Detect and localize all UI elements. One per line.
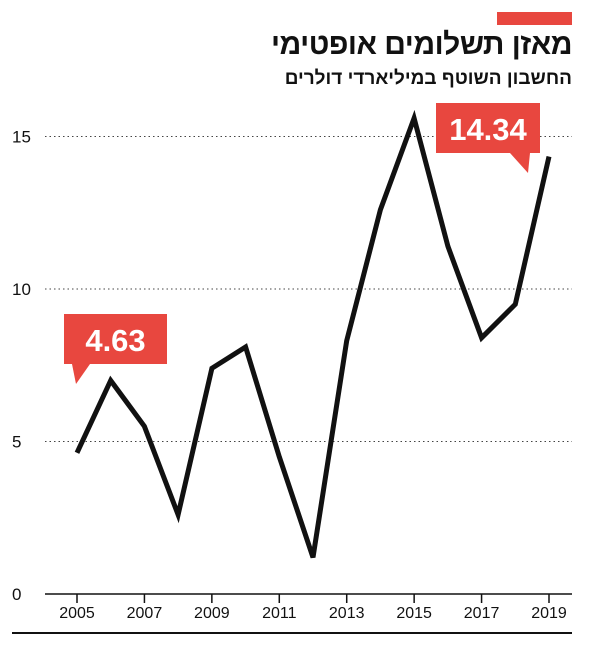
series-line	[74, 109, 552, 559]
x-tick-label: 2011	[262, 605, 297, 622]
y-tick-label: 10	[12, 280, 31, 299]
x-tick-label: 2013	[329, 605, 365, 622]
y-tick-label: 5	[12, 433, 21, 452]
x-tick-label: 2015	[396, 605, 432, 622]
accent-bar	[497, 12, 572, 25]
x-tick-label: 2019	[531, 605, 567, 622]
callout-box	[64, 314, 167, 364]
value-callout: 14.34	[436, 103, 540, 173]
chart-subtitle: החשבון השוטף במיליארדי דולרים	[284, 68, 572, 89]
callout-box	[436, 103, 540, 153]
value-callout: 4.63	[64, 314, 167, 384]
x-tick-label: 2007	[127, 605, 163, 622]
x-tick-label: 2009	[194, 605, 230, 622]
y-tick-label: 15	[12, 128, 31, 147]
chart-title: מאזן תשלומים אופטימי	[270, 28, 573, 61]
x-tick-label: 2017	[464, 605, 500, 622]
x-tick-label: 2005	[59, 605, 95, 622]
y-tick-label: 0	[12, 585, 21, 604]
callout-label: 4.63	[85, 323, 145, 358]
callout-label: 14.34	[449, 112, 527, 147]
callout-tail	[72, 364, 90, 384]
callout-tail	[510, 153, 530, 173]
